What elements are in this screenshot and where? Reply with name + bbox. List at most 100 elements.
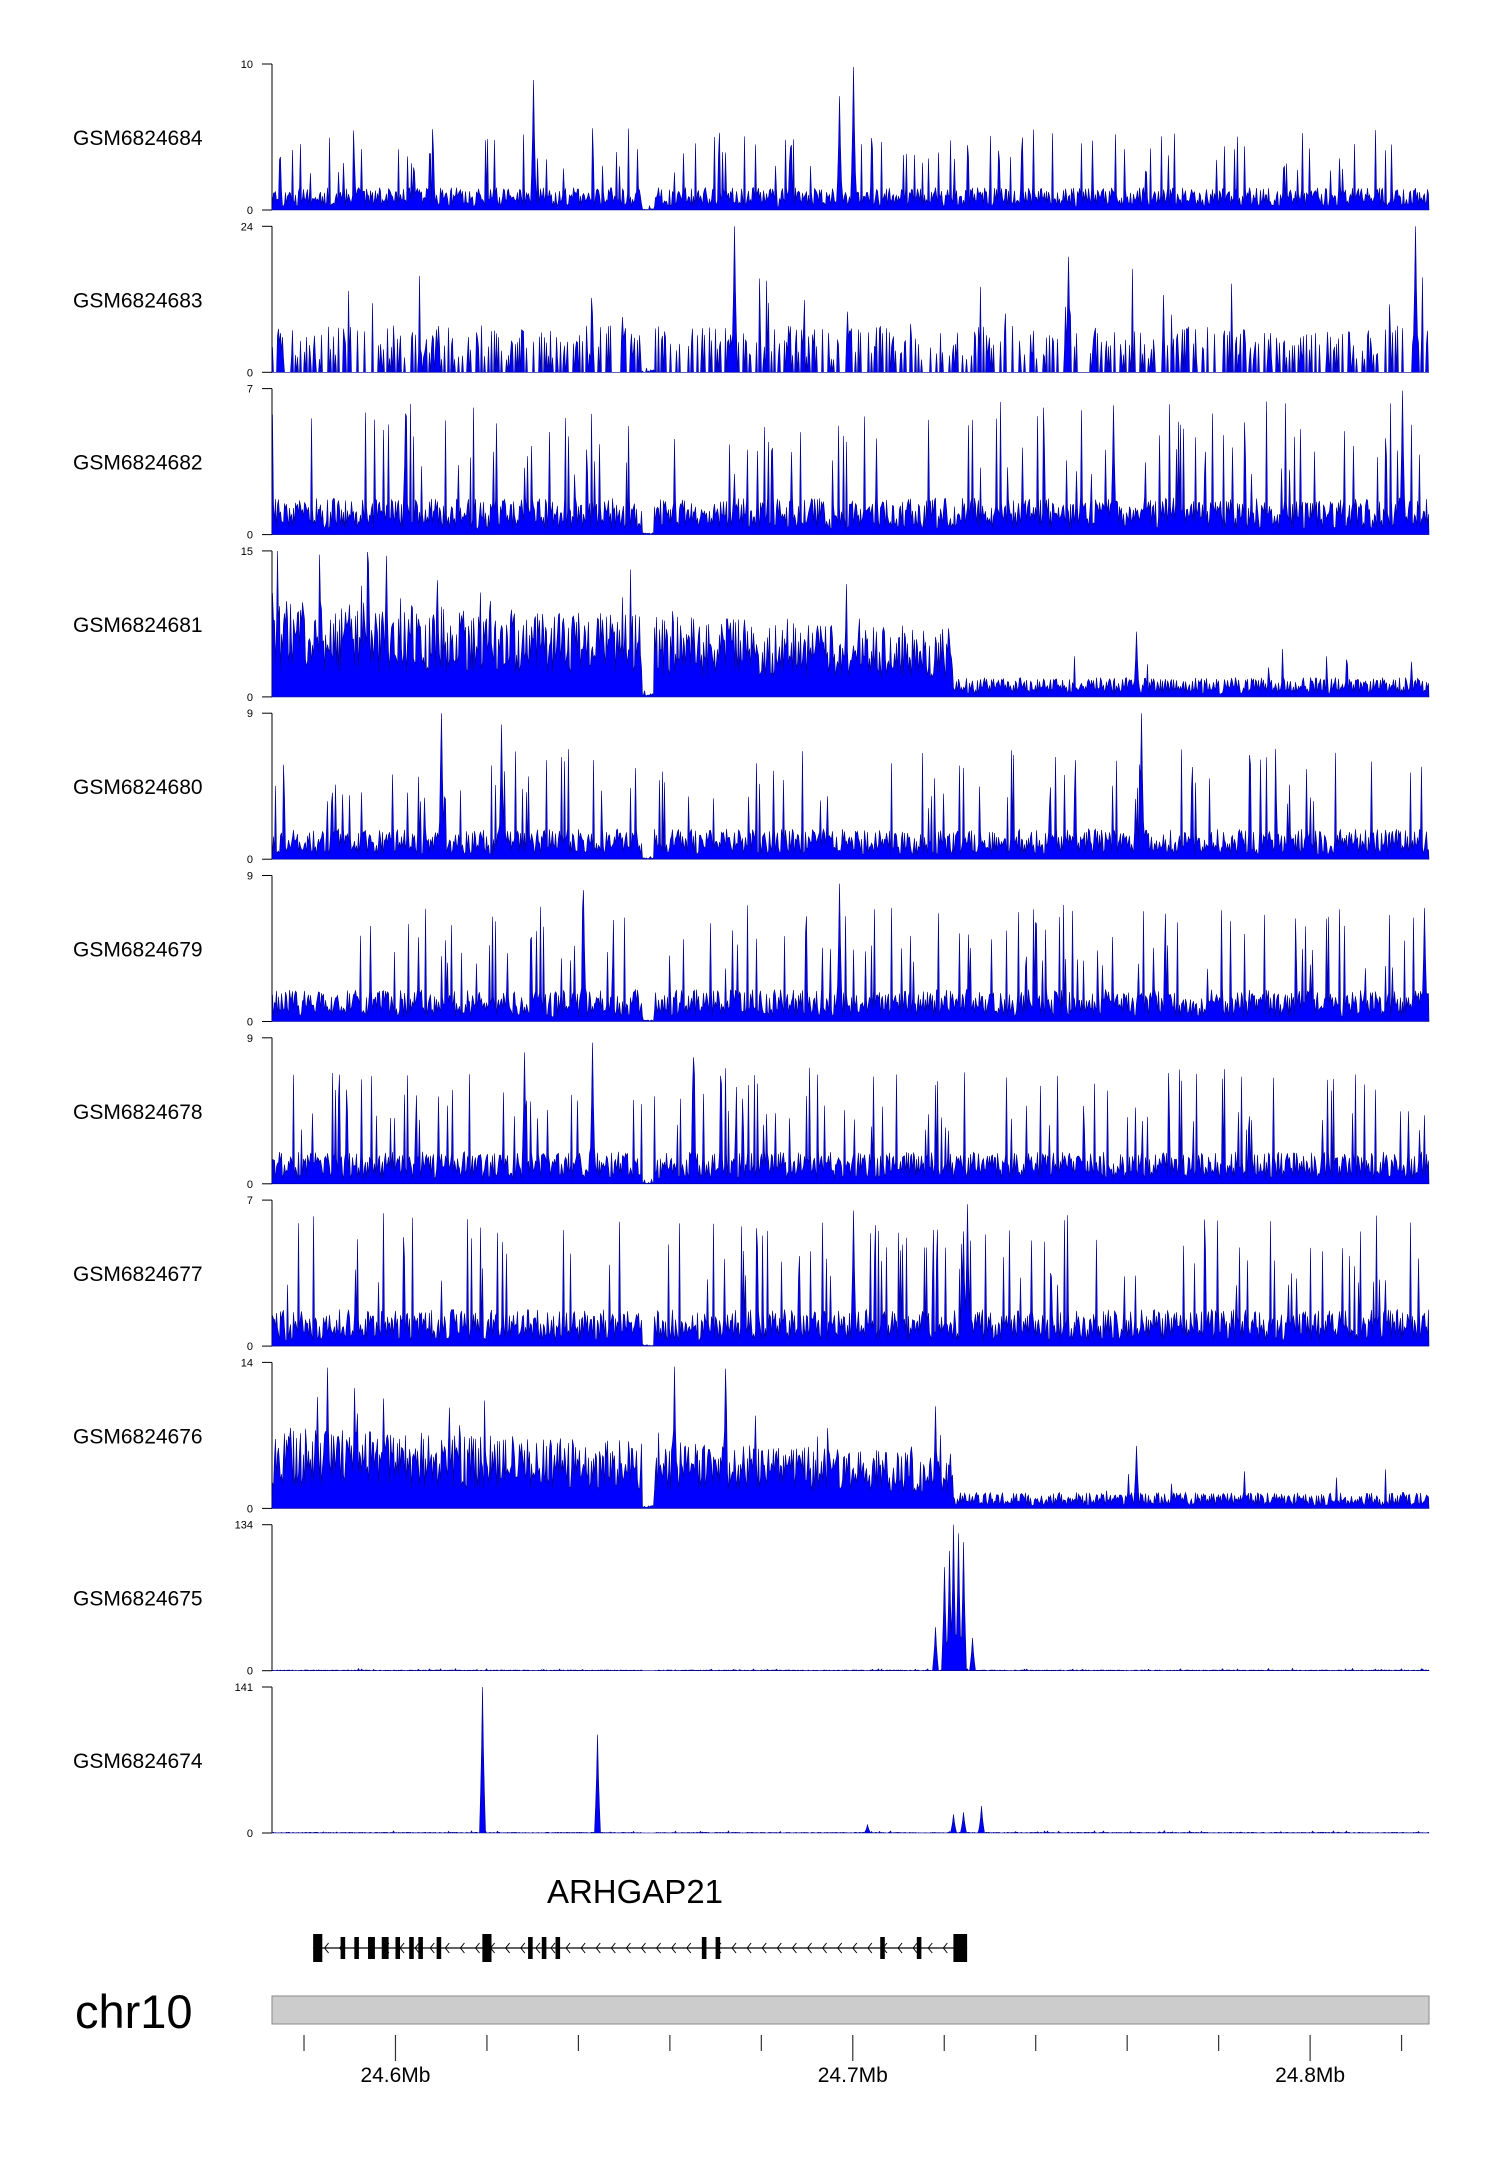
gene-exon	[880, 1937, 885, 1959]
track-ymax-label: 14	[241, 1357, 253, 1369]
track-signal-area	[271, 66, 1430, 211]
track-ymin-label: 0	[247, 1828, 253, 1840]
signal-tracks: GSM6824684100GSM6824683240GSM682468270GS…	[73, 59, 1430, 1840]
chromosome-axis: chr10 24.6Mb 24.7Mb 24.8Mb	[75, 1985, 1430, 2087]
gene-strand-arrow	[429, 1942, 435, 1954]
gene-strand-arrow	[550, 1942, 556, 1954]
track-ymax-label: 7	[247, 384, 253, 396]
track-ymax-label: 10	[241, 59, 253, 71]
gene-exon	[368, 1937, 375, 1959]
track-signal-area	[271, 1524, 1430, 1672]
gene-strand-arrow	[580, 1942, 586, 1954]
track-label: GSM6824678	[73, 1101, 203, 1124]
gene-strand-arrow	[791, 1942, 797, 1954]
gene-annotation-track: ARHGAP21	[313, 1873, 968, 1962]
track-label: GSM6824683	[73, 289, 203, 312]
x-tick-label: 24.7Mb	[818, 2064, 888, 2087]
track-ymax-label: 9	[247, 708, 253, 720]
gene-strand-arrow	[746, 1942, 752, 1954]
track-signal-area	[271, 1366, 1430, 1509]
gene-strand-arrow	[671, 1942, 677, 1954]
gene-strand-arrow	[595, 1942, 601, 1954]
gene-strand-arrow	[942, 1942, 948, 1954]
track-GSM6824675: GSM6824675 134 0	[73, 1520, 1430, 1678]
gene-exon	[916, 1937, 922, 1959]
gene-strand-arrow	[867, 1942, 873, 1954]
track-GSM6824682: GSM6824682 7 0	[73, 384, 1430, 542]
gene-name-label: ARHGAP21	[547, 1873, 723, 1910]
gene-strand-arrow	[323, 1942, 329, 1954]
gene-strand-arrow	[776, 1942, 782, 1954]
track-GSM6824681: GSM6824681 15 0	[73, 546, 1430, 704]
track-ymax-label: 7	[247, 1195, 253, 1207]
gene-strand-arrow	[444, 1942, 450, 1954]
gene-exon	[395, 1937, 401, 1959]
gene-strand-arrow	[459, 1942, 465, 1954]
track-signal-area	[271, 713, 1430, 860]
track-GSM6824683: GSM6824683 24 0	[73, 221, 1429, 379]
track-label: GSM6824679	[73, 939, 203, 962]
track-label: GSM6824684	[73, 127, 203, 150]
track-label: GSM6824676	[73, 1425, 203, 1448]
gene-strand-arrow	[837, 1942, 843, 1954]
track-ymax-label: 15	[241, 546, 253, 558]
gene-exon	[528, 1937, 533, 1959]
gene-exon	[953, 1934, 968, 1962]
track-label: GSM6824680	[73, 776, 203, 799]
chromosome-label: chr10	[75, 1985, 193, 2038]
track-GSM6824676: GSM6824676 14 0	[73, 1357, 1430, 1515]
gene-exon	[354, 1937, 359, 1959]
gene-exon	[482, 1934, 492, 1962]
track-ymax-label: 9	[247, 1033, 253, 1045]
gene-strand-arrow	[686, 1942, 692, 1954]
gene-exon	[541, 1937, 547, 1959]
gene-exon	[418, 1937, 423, 1959]
track-ymax-label: 141	[235, 1682, 253, 1694]
gene-strand-arrow	[806, 1942, 812, 1954]
gene-exon	[555, 1937, 561, 1959]
track-ymin-label: 0	[247, 854, 253, 866]
track-ymin-label: 0	[247, 1179, 253, 1191]
gene-strand-arrow	[912, 1942, 918, 1954]
track-GSM6824684: GSM6824684 10 0	[73, 59, 1430, 217]
track-label: GSM6824674	[73, 1750, 203, 1773]
track-GSM6824679: GSM6824679 9 0	[73, 871, 1430, 1029]
gene-exon	[381, 1937, 389, 1959]
gene-strand-arrow	[655, 1942, 661, 1954]
gene-strand-arrow	[505, 1942, 511, 1954]
gene-strand-arrow	[520, 1942, 526, 1954]
track-ymax-label: 134	[235, 1520, 253, 1532]
gene-exon	[436, 1937, 442, 1959]
gene-strand-arrow	[535, 1942, 541, 1954]
gene-strand-arrow	[927, 1942, 933, 1954]
chromosome-bar	[271, 1995, 1430, 2025]
track-label: GSM6824682	[73, 452, 203, 475]
gene-strand-arrow	[852, 1942, 858, 1954]
track-GSM6824674: GSM6824674 141 0	[73, 1682, 1430, 1840]
track-GSM6824678: GSM6824678 9 0	[73, 1033, 1430, 1191]
track-ymin-label: 0	[247, 1666, 253, 1678]
track-ymin-label: 0	[247, 367, 253, 379]
track-ymin-label: 0	[247, 1341, 253, 1353]
gene-strand-arrow	[731, 1942, 737, 1954]
gene-strand-arrow	[399, 1942, 405, 1954]
track-label: GSM6824675	[73, 1588, 203, 1611]
gene-strand-arrow	[897, 1942, 903, 1954]
gene-strand-arrow	[565, 1942, 571, 1954]
track-ymax-label: 9	[247, 871, 253, 883]
track-label: GSM6824677	[73, 1263, 203, 1286]
track-signal-area	[271, 1042, 1430, 1185]
track-ymin-label: 0	[247, 1503, 253, 1515]
gene-exon	[409, 1937, 414, 1959]
track-signal-area	[271, 226, 1429, 374]
track-ymin-label: 0	[247, 1017, 253, 1029]
gene-exon	[340, 1937, 346, 1959]
track-signal-area	[271, 551, 1430, 698]
track-signal-area	[271, 1686, 1430, 1834]
gene-exon	[701, 1937, 707, 1959]
gene-strand-arrow	[610, 1942, 616, 1954]
x-tick-label: 24.6Mb	[360, 2064, 430, 2087]
gene-exon	[313, 1934, 323, 1962]
gene-strand-arrow	[474, 1942, 480, 1954]
